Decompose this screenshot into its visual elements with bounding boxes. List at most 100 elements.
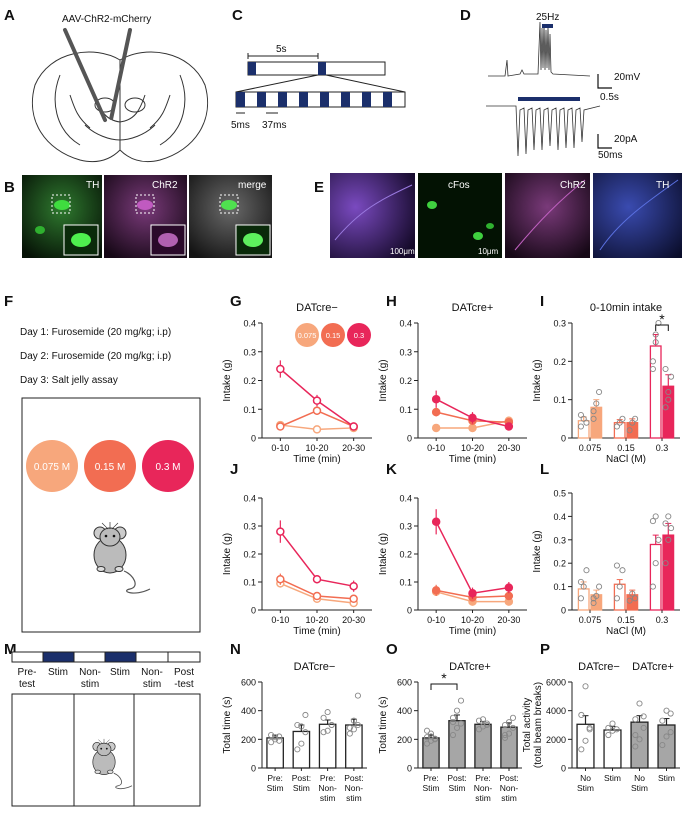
scale-label: 20mV — [614, 72, 640, 83]
point — [468, 423, 477, 433]
point — [312, 574, 322, 584]
epoch-label: stim — [81, 679, 99, 690]
data-point — [619, 567, 626, 574]
point — [276, 574, 285, 584]
data-point — [590, 408, 597, 415]
shape: Pre- test Stim Non- stim Stim Non- stim … — [18, 667, 195, 690]
x-tick-label: 20-30 — [342, 615, 365, 625]
data-point — [354, 721, 361, 729]
shape — [341, 92, 350, 107]
shape — [247, 61, 386, 76]
x-tick-label: Non- — [474, 783, 493, 793]
panel-letter: F — [4, 293, 13, 310]
data-point — [596, 583, 603, 590]
point — [504, 422, 514, 431]
x-tick-label: 0.15 — [617, 443, 635, 453]
data-point — [609, 720, 616, 727]
x-tick-label: 20-30 — [497, 443, 520, 453]
data-point — [509, 714, 517, 721]
image-label: ChR2 — [560, 180, 586, 191]
shape — [235, 74, 319, 93]
data-point — [613, 562, 620, 569]
data-point — [649, 358, 656, 365]
data-point — [629, 590, 636, 597]
jelly — [142, 440, 194, 492]
data-point — [632, 415, 639, 422]
data-point — [276, 737, 283, 744]
shape — [362, 92, 371, 107]
panel-letter: N — [230, 641, 241, 658]
protocol-line: Day 2: Furosemide (20 mg/kg; i.p) — [20, 351, 171, 362]
y-tick-label: 200 — [397, 735, 412, 745]
x-axis-label: Time (min) — [449, 454, 496, 465]
data-point — [457, 697, 465, 704]
x-tick-label: Stim — [449, 783, 466, 793]
shape — [383, 92, 392, 107]
jelly-label: 0.15 M — [95, 462, 126, 473]
legend-label: 0.3 — [354, 331, 364, 340]
y-tick-label: 0.4 — [399, 319, 412, 329]
panel-letter: J — [230, 461, 238, 478]
y-tick-label: 400 — [241, 706, 256, 716]
y-tick-label: 0 — [251, 606, 256, 616]
scale-label: 50ms — [598, 150, 622, 161]
x-tick-label: Post: — [499, 773, 518, 783]
data-point — [655, 319, 662, 327]
jelly — [26, 440, 78, 492]
scale-label: 10μm — [478, 247, 499, 256]
panel-letter: C — [232, 7, 243, 24]
y-axis-label: Intake (g) — [532, 359, 543, 401]
data-point — [449, 719, 457, 726]
x-tick-label: 10-20 — [305, 615, 328, 625]
data-point — [590, 415, 597, 422]
data-point — [632, 716, 639, 723]
shape — [257, 92, 266, 107]
chart-title: DATcre+ — [452, 302, 494, 314]
x-tick-label: 0.15 — [617, 615, 635, 625]
image-label: TH — [86, 180, 99, 191]
y-tick-label: 0 — [251, 434, 256, 444]
y-tick-label: 0.1 — [243, 578, 256, 588]
data-point — [665, 536, 672, 543]
data-point — [427, 730, 435, 737]
data-point — [636, 736, 643, 743]
y-tick-label: 0.2 — [399, 550, 412, 560]
epoch-label: stim — [143, 679, 161, 690]
data-point — [632, 595, 639, 602]
epoch-label: Pre- — [18, 667, 37, 678]
shape — [278, 92, 287, 107]
x-tick-label: 0.3 — [656, 615, 669, 625]
y-axis-label: Intake (g) — [222, 533, 233, 575]
data-point — [665, 513, 672, 520]
shape — [73, 651, 106, 663]
epoch-label: -test — [174, 679, 194, 690]
line — [435, 521, 509, 595]
y-tick-label: 0 — [407, 434, 412, 444]
x-tick-label: stim — [475, 793, 491, 803]
y-axis-label: Total time (s) — [378, 696, 389, 753]
shape — [236, 92, 245, 107]
x-axis-label: NaCl (M) — [606, 626, 646, 637]
image-label: cFos — [448, 180, 470, 191]
y-axis-label: Total time (s) — [222, 696, 233, 753]
data-point — [616, 583, 623, 590]
data-point — [659, 717, 666, 724]
y-tick-label: 6000 — [546, 678, 566, 688]
y-tick-label: 2000 — [546, 735, 566, 745]
x-tick-label: Pre: — [320, 773, 336, 783]
data-point — [320, 729, 327, 736]
shape — [597, 74, 612, 89]
chart-title: DATcre+ — [449, 661, 491, 673]
shape — [473, 232, 483, 240]
scale-label: 20pA — [614, 134, 638, 145]
x-tick-label: stim — [320, 793, 336, 803]
group-label: DATcre− — [578, 661, 620, 673]
shape — [158, 233, 178, 247]
significance-label: * — [441, 670, 447, 686]
y-tick-label: 200 — [241, 735, 256, 745]
jelly — [84, 440, 136, 492]
y-tick-label: 0.3 — [243, 522, 256, 532]
significance-bracket — [430, 683, 458, 690]
data-point — [475, 717, 483, 724]
